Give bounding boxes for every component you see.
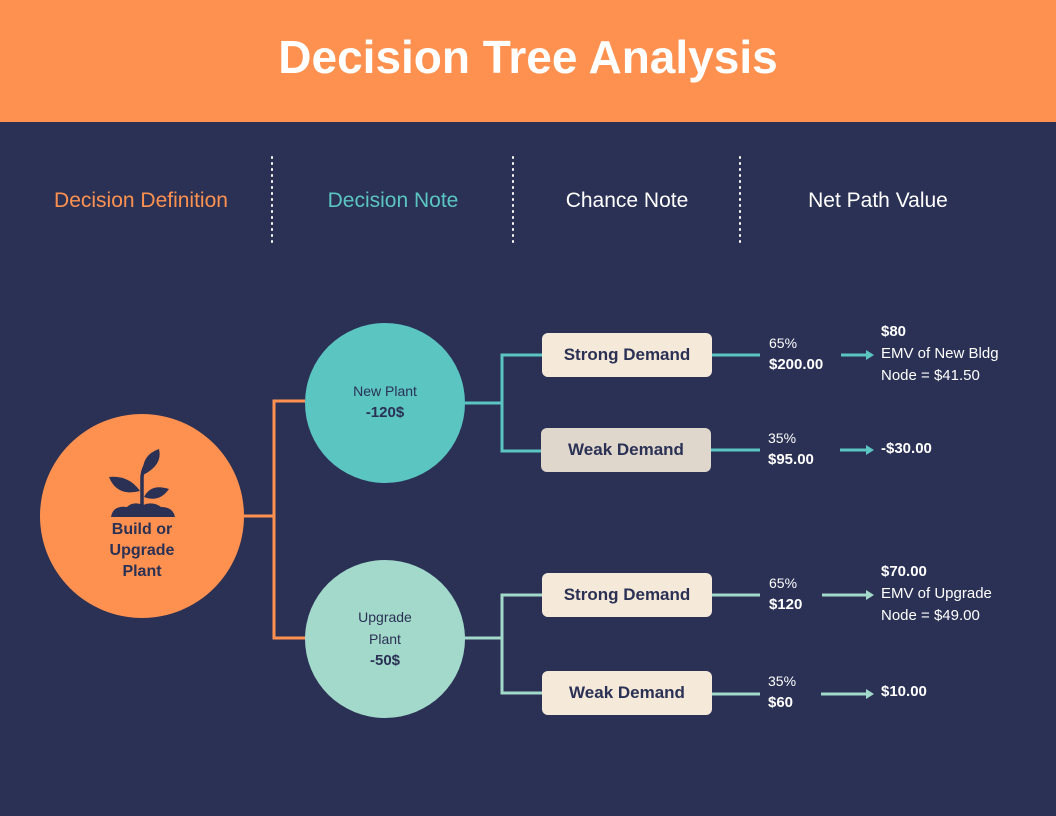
header-banner: Decision Tree Analysis (0, 0, 1056, 122)
new-plant-label: New Plant (353, 383, 417, 399)
net-value: $10.00 (881, 683, 927, 700)
column-dividers (271, 156, 741, 243)
emv-note: EMV of New Bldg (881, 345, 999, 362)
outcome-upgrade-weak: 35% $60 (768, 670, 796, 714)
net-value: $70.00 (881, 563, 927, 580)
chance-box-new-strong: Strong Demand (542, 333, 712, 377)
new-plant-cost: -120$ (365, 404, 405, 421)
root-decision-node: Build or Upgrade Plant (40, 414, 244, 618)
upgrade-plant-label-line: Plant (369, 631, 401, 647)
emv-note: EMV of Upgrade (881, 585, 992, 602)
net-upgrade-strong: $70.00 EMV of Upgrade Node = $49.00 (881, 561, 992, 627)
payoff: $120 (769, 596, 803, 613)
payoff: $95.00 (768, 451, 814, 468)
outcome-upgrade-strong: 65% $120 (769, 572, 802, 616)
probability: 35% (768, 430, 797, 446)
outcome-new-strong: 65% $200.00 (769, 332, 823, 376)
column-net-path-value: Net Path Value (808, 189, 948, 212)
root-label-line: Upgrade (109, 541, 175, 559)
column-chance-note: Chance Note (565, 189, 689, 212)
emv-note: Node = $49.00 (881, 607, 980, 624)
column-decision-note: Decision Note (327, 189, 459, 212)
payoff: $200.00 (769, 356, 824, 373)
net-new-strong: $80 EMV of New Bldg Node = $41.50 (881, 321, 999, 387)
new-plant-branches (465, 350, 874, 455)
chance-box-upgrade-weak: Weak Demand (542, 671, 712, 715)
root-label-line: Plant (122, 562, 162, 580)
upgrade-branches (465, 590, 874, 699)
probability: 65% (769, 575, 798, 591)
plant-sprout-icon (109, 448, 175, 517)
column-decision-definition: Decision Definition (54, 189, 228, 212)
payoff: $60 (768, 694, 794, 711)
emv-note: Node = $41.50 (881, 367, 980, 384)
probability: 35% (768, 673, 797, 689)
root-label-line: Build or (111, 520, 173, 538)
outcome-new-weak: 35% $95.00 (768, 427, 814, 471)
net-value: $80 (881, 323, 907, 340)
upgrade-plant-cost: -50$ (369, 652, 401, 669)
net-new-weak: -$30.00 (881, 438, 932, 460)
probability: 65% (769, 335, 798, 351)
chance-box-upgrade-strong: Strong Demand (542, 573, 712, 617)
upgrade-plant-node: Upgrade Plant -50$ (305, 560, 465, 718)
chance-box-new-weak: Weak Demand (541, 428, 711, 472)
net-value: -$30.00 (881, 440, 932, 457)
upgrade-plant-label-line: Upgrade (358, 609, 412, 625)
new-plant-node: New Plant -120$ (305, 323, 465, 483)
net-upgrade-weak: $10.00 (881, 681, 927, 703)
page-title: Decision Tree Analysis (278, 31, 778, 83)
root-branches (244, 399, 305, 640)
